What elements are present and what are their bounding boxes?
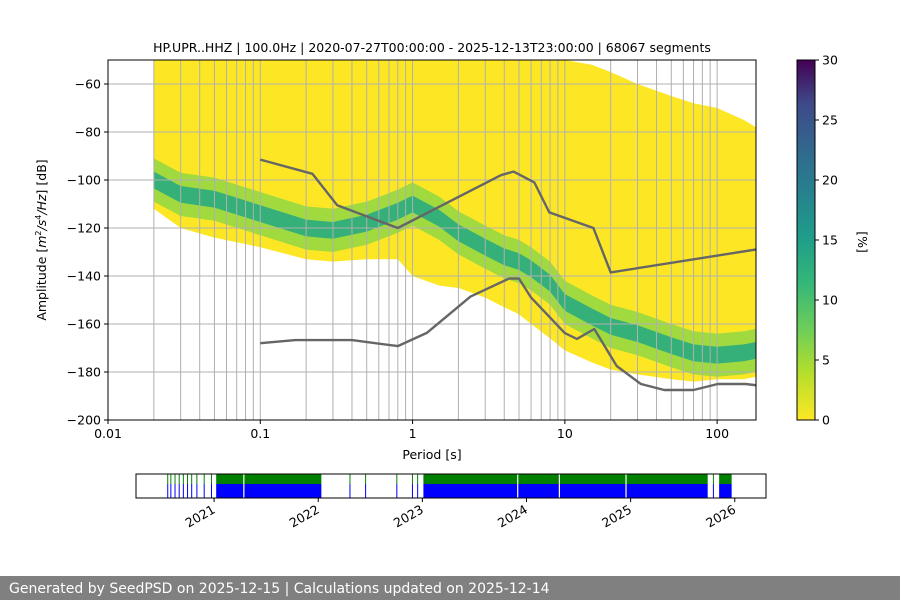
segment-mark-availability: [182, 484, 184, 498]
timeline-tick-label: 2024: [495, 502, 530, 531]
segment-mark-coverage: [722, 474, 724, 484]
footer-text: Generated by SeedPSD on 2025-12-15 | Cal…: [9, 581, 550, 597]
plot-grid: [108, 60, 756, 420]
heatmap-mode-band: [153, 171, 756, 364]
noise-model-line-nhnm: [259, 158, 756, 274]
segment-mark-coverage: [174, 474, 176, 484]
chart-title: HP.UPR..HHZ | 100.0Hz | 2020-07-27T00:00…: [153, 40, 711, 55]
segment-mark-availability: [196, 484, 198, 498]
psd-heatmap: [153, 60, 756, 382]
x-tick-label: 0.01: [94, 426, 122, 441]
segment-mark-availability: [396, 484, 398, 498]
x-tick-label: 100: [705, 426, 729, 441]
availability-bar: [423, 484, 708, 498]
y-tick-label: −80: [75, 125, 101, 140]
gap-mark: [709, 474, 711, 498]
timeline-tick-label: 2022: [287, 502, 322, 531]
segment-mark-coverage: [187, 474, 189, 484]
colorbar-tick-label: 0: [822, 413, 830, 428]
x-tick-label: 1: [409, 426, 417, 441]
gap-mark: [517, 474, 519, 498]
segment-mark-availability: [170, 484, 172, 498]
timeline-frame: [135, 473, 767, 499]
x-axis-ticks: 0.01 0.1 1 10 100: [94, 420, 729, 441]
noise-models: [259, 158, 756, 392]
colorbar-label: [%]: [855, 231, 870, 253]
y-tick-label: −140: [67, 269, 101, 284]
gap-mark: [243, 474, 245, 498]
colorbar-tick-label: 20: [822, 173, 838, 188]
segment-mark-coverage: [191, 474, 193, 484]
segment-mark-availability: [178, 484, 180, 498]
segment-mark-coverage: [182, 474, 184, 484]
timeline-tick-label: 2023: [391, 502, 426, 531]
colorbar: 0 5 10 15 20 25 30 [%]: [796, 53, 870, 428]
segment-mark-availability: [187, 484, 189, 498]
gap-mark: [625, 474, 627, 498]
colorbar-tick-label: 25: [822, 113, 838, 128]
colorbar-tick-label: 30: [822, 53, 838, 68]
timeline-tick-label: 2021: [183, 502, 218, 531]
segment-mark-coverage: [417, 474, 419, 484]
segment-mark-coverage: [196, 474, 198, 484]
segment-mark-availability: [365, 484, 367, 498]
y-axis-ticks: −60 −80 −100 −120 −140 −160 −180 −200: [67, 77, 108, 428]
segment-mark-availability: [203, 484, 205, 498]
segment-mark-coverage: [210, 474, 212, 484]
y-tick-label: −60: [75, 77, 101, 92]
segment-mark-availability: [210, 484, 212, 498]
coverage-bar: [719, 474, 732, 484]
gap-mark: [716, 474, 718, 498]
segment-mark-coverage: [203, 474, 205, 484]
availability-bar: [719, 484, 732, 498]
y-tick-label: −120: [67, 221, 101, 236]
colorbar-gradient: [796, 59, 816, 421]
gap-mark: [558, 474, 560, 498]
noise-model-line-nlnm: [260, 277, 756, 392]
segment-mark-availability: [167, 484, 169, 498]
segment-mark-coverage: [396, 474, 398, 484]
segment-mark-availability: [411, 484, 413, 498]
x-axis-label: Period [s]: [402, 447, 461, 462]
segment-mark-availability: [191, 484, 193, 498]
availability-bar: [216, 484, 322, 498]
data-availability-timeline: 2021 2022 2023 2024 2025 2026: [135, 473, 767, 531]
timeline-tick-label: 2026: [703, 502, 738, 531]
segment-mark-availability: [174, 484, 176, 498]
plot-frame: [107, 59, 757, 421]
segment-mark-availability: [712, 484, 714, 498]
segment-mark-coverage: [167, 474, 169, 484]
segment-mark-coverage: [178, 474, 180, 484]
coverage-bar: [216, 474, 322, 484]
footer-bar: Generated by SeedPSD on 2025-12-15 | Cal…: [0, 576, 900, 600]
segment-mark-coverage: [170, 474, 172, 484]
segment-mark-coverage: [349, 474, 351, 484]
segment-mark-coverage: [712, 474, 714, 484]
y-tick-label: −100: [67, 173, 101, 188]
y-tick-label: −160: [67, 317, 101, 332]
colorbar-tick-label: 15: [822, 233, 838, 248]
y-axis-label: Amplitude [m2/s4/Hz] [dB]: [34, 159, 49, 320]
coverage-bar: [423, 474, 708, 484]
timeline-tick-label: 2025: [599, 502, 634, 531]
segment-mark-coverage: [365, 474, 367, 484]
y-tick-label: −180: [67, 365, 101, 380]
colorbar-ticks: 0 5 10 15 20 25 30: [815, 53, 838, 428]
colorbar-tick-label: 10: [822, 293, 838, 308]
segment-mark-coverage: [411, 474, 413, 484]
y-tick-label: −200: [67, 413, 101, 428]
x-tick-label: 0.1: [250, 426, 270, 441]
segment-mark-availability: [722, 484, 724, 498]
x-tick-label: 10: [557, 426, 573, 441]
segment-mark-availability: [417, 484, 419, 498]
colorbar-tick-label: 5: [822, 353, 830, 368]
segment-mark-availability: [349, 484, 351, 498]
